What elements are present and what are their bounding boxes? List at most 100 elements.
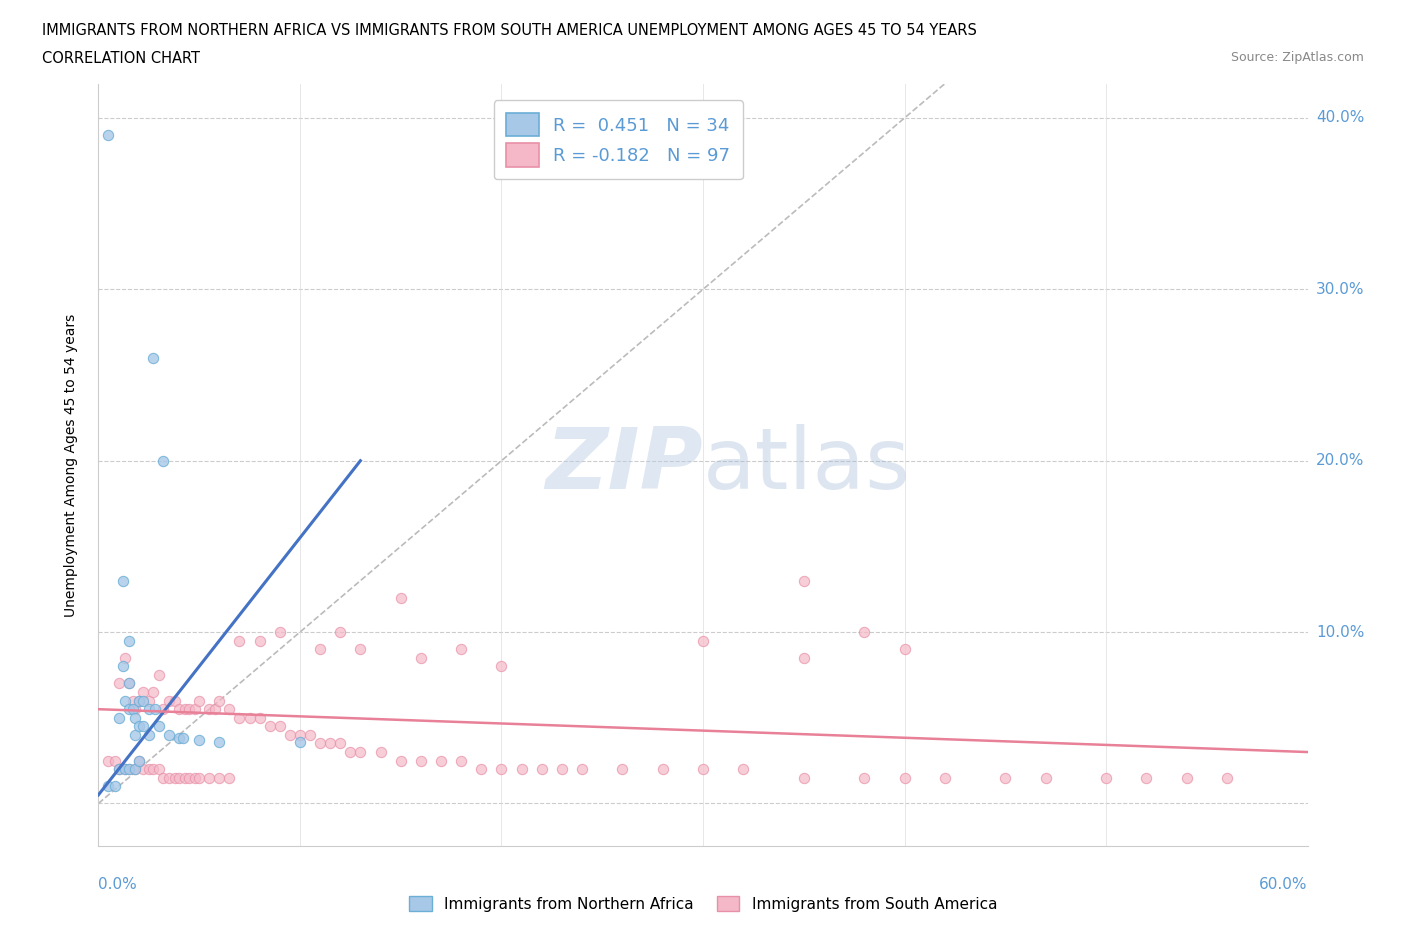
Point (111, 659, 134, 674)
Point (118, 762, 141, 777)
Point (249, 711, 271, 725)
Point (128, 719, 150, 734)
Point (239, 711, 262, 725)
Point (124, 702, 146, 717)
Point (142, 762, 165, 777)
Point (204, 702, 226, 717)
Point (163, 770, 186, 785)
Point (118, 762, 141, 777)
Point (121, 693, 143, 708)
Point (853, 770, 876, 785)
Point (470, 762, 492, 777)
Point (339, 745, 361, 760)
Text: 20.0%: 20.0% (1316, 453, 1364, 468)
Point (124, 762, 146, 777)
Point (138, 762, 160, 777)
Point (142, 351, 165, 365)
Point (114, 693, 136, 708)
Point (530, 762, 553, 777)
Point (551, 762, 574, 777)
Point (157, 727, 180, 742)
Text: Source: ZipAtlas.com: Source: ZipAtlas.com (1230, 51, 1364, 64)
Point (793, 650, 815, 665)
Point (118, 676, 141, 691)
Text: CORRELATION CHART: CORRELATION CHART (42, 51, 200, 66)
Point (571, 762, 593, 777)
Point (893, 770, 915, 785)
Point (319, 736, 342, 751)
Text: ZIP: ZIP (546, 423, 703, 507)
Point (174, 702, 197, 717)
Point (167, 770, 190, 785)
Point (612, 762, 634, 777)
Point (132, 684, 155, 699)
Point (128, 693, 150, 708)
Point (793, 573, 815, 588)
Point (853, 625, 876, 640)
Point (167, 702, 190, 717)
Point (132, 719, 155, 734)
Point (208, 693, 231, 708)
Point (188, 733, 211, 748)
Point (184, 770, 207, 785)
Point (111, 573, 134, 588)
Point (124, 711, 146, 725)
Point (152, 453, 174, 468)
Point (107, 762, 129, 777)
Point (152, 702, 174, 717)
Point (148, 668, 170, 683)
Point (128, 693, 150, 708)
Point (118, 633, 141, 648)
Point (1175, 770, 1198, 785)
Point (278, 727, 301, 742)
Point (172, 731, 194, 746)
Point (309, 642, 332, 657)
Point (114, 762, 136, 777)
Point (163, 693, 186, 708)
Point (450, 753, 472, 768)
Point (157, 693, 180, 708)
Point (1095, 770, 1118, 785)
Point (157, 770, 180, 785)
Point (177, 770, 201, 785)
Text: 40.0%: 40.0% (1316, 111, 1364, 126)
Point (329, 625, 352, 640)
Point (994, 770, 1017, 785)
Point (409, 650, 432, 665)
Point (491, 659, 513, 674)
Point (208, 735, 231, 750)
Point (142, 684, 165, 699)
Point (1216, 770, 1239, 785)
Point (198, 770, 221, 785)
Point (793, 770, 815, 785)
Point (121, 702, 143, 717)
Text: atlas: atlas (703, 423, 911, 507)
Point (132, 693, 155, 708)
Point (430, 753, 453, 768)
Text: 60.0%: 60.0% (1260, 877, 1308, 892)
Point (114, 650, 136, 665)
Text: 10.0%: 10.0% (1316, 625, 1364, 640)
Point (184, 702, 207, 717)
Point (389, 591, 412, 605)
Point (510, 762, 533, 777)
Point (107, 711, 129, 725)
Point (114, 762, 136, 777)
Point (1135, 770, 1157, 785)
Point (269, 719, 291, 734)
Point (491, 762, 513, 777)
Point (174, 770, 197, 785)
Point (124, 762, 146, 777)
Y-axis label: Unemployment Among Ages 45 to 54 years: Unemployment Among Ages 45 to 54 years (63, 313, 77, 617)
Point (138, 693, 160, 708)
Point (188, 770, 211, 785)
Point (107, 676, 129, 691)
Point (188, 693, 211, 708)
Point (97, 127, 120, 142)
Point (349, 642, 371, 657)
Point (259, 719, 281, 734)
Point (124, 727, 146, 742)
Legend: Immigrants from Northern Africa, Immigrants from South America: Immigrants from Northern Africa, Immigra… (402, 889, 1004, 918)
Point (143, 702, 166, 717)
Point (309, 736, 332, 751)
